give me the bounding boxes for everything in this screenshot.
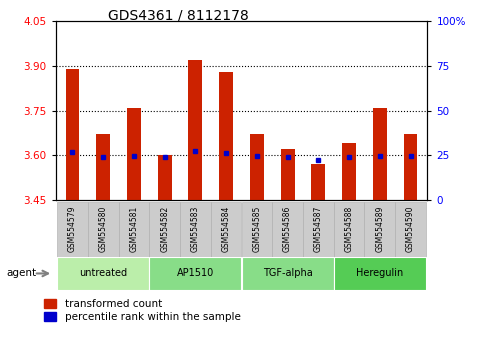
Bar — [149, 202, 180, 257]
Text: GSM554579: GSM554579 — [68, 206, 77, 252]
Bar — [334, 257, 426, 290]
Bar — [250, 135, 264, 200]
Bar — [281, 149, 295, 200]
Bar — [334, 202, 365, 257]
Bar — [219, 72, 233, 200]
Bar — [303, 202, 334, 257]
Bar — [342, 143, 356, 200]
Bar — [96, 135, 110, 200]
Bar — [88, 202, 118, 257]
Legend: transformed count, percentile rank within the sample: transformed count, percentile rank withi… — [44, 299, 241, 322]
Text: GSM554588: GSM554588 — [344, 206, 354, 252]
Text: GSM554581: GSM554581 — [129, 206, 139, 252]
Bar — [395, 202, 426, 257]
Text: AP1510: AP1510 — [177, 268, 214, 279]
Text: GSM554589: GSM554589 — [375, 206, 384, 252]
Text: GSM554580: GSM554580 — [99, 206, 108, 252]
Bar — [404, 135, 417, 200]
Bar — [57, 257, 149, 290]
Text: GSM554585: GSM554585 — [253, 206, 261, 252]
Bar — [365, 202, 395, 257]
Bar — [127, 108, 141, 200]
Text: TGF-alpha: TGF-alpha — [263, 268, 313, 279]
Bar — [149, 257, 242, 290]
Bar — [242, 202, 272, 257]
Bar — [373, 108, 387, 200]
Text: GSM554583: GSM554583 — [191, 206, 200, 252]
Bar — [242, 257, 334, 290]
Bar — [66, 69, 79, 200]
Bar — [188, 60, 202, 200]
Text: GSM554590: GSM554590 — [406, 206, 415, 252]
Bar — [272, 202, 303, 257]
Text: GSM554582: GSM554582 — [160, 206, 169, 252]
Bar — [118, 202, 149, 257]
Text: GDS4361 / 8112178: GDS4361 / 8112178 — [108, 9, 249, 23]
Text: GSM554586: GSM554586 — [283, 206, 292, 252]
Bar — [57, 202, 88, 257]
Bar — [158, 155, 171, 200]
Text: GSM554587: GSM554587 — [314, 206, 323, 252]
Bar — [312, 164, 325, 200]
Text: Heregulin: Heregulin — [356, 268, 403, 279]
Text: untreated: untreated — [79, 268, 127, 279]
Bar — [211, 202, 242, 257]
Bar — [180, 202, 211, 257]
Text: agent: agent — [6, 268, 36, 279]
Text: GSM554584: GSM554584 — [222, 206, 230, 252]
